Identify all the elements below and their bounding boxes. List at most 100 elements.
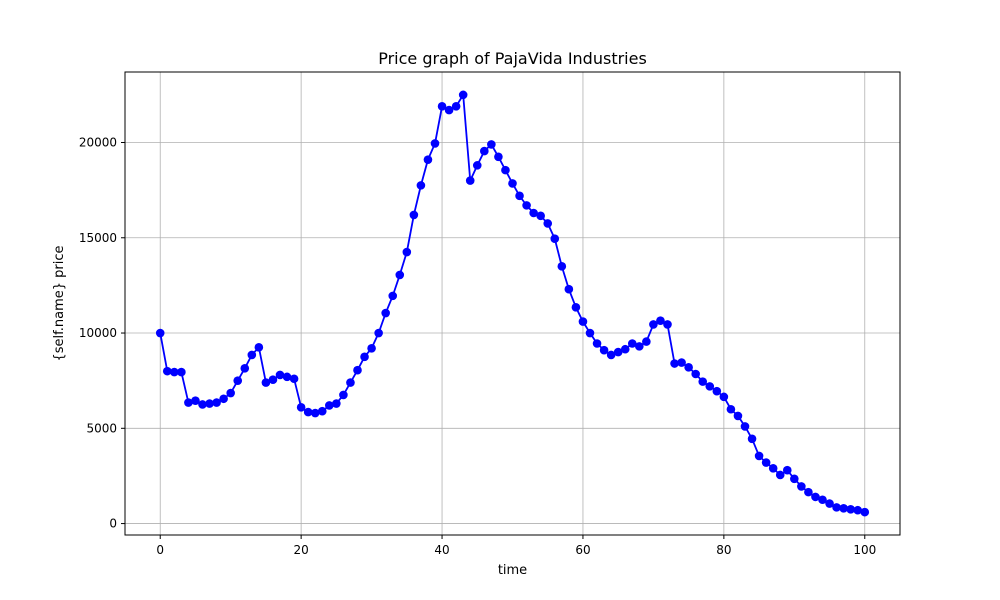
data-point bbox=[339, 390, 348, 400]
data-point bbox=[451, 102, 461, 111]
data-point bbox=[740, 422, 750, 431]
grid-lines bbox=[125, 72, 900, 535]
data-point bbox=[317, 406, 327, 416]
y-tick-label: 0 bbox=[109, 517, 117, 531]
data-point bbox=[684, 363, 693, 372]
data-point bbox=[853, 505, 863, 515]
data-point bbox=[839, 504, 848, 513]
data-point bbox=[247, 350, 257, 360]
data-point bbox=[268, 375, 278, 385]
data-point bbox=[670, 359, 679, 368]
data-point bbox=[543, 219, 553, 228]
chart-title: Price graph of PajaVida Industries bbox=[378, 49, 647, 68]
data-point bbox=[529, 208, 538, 218]
y-axis-label: {self.name} price bbox=[52, 245, 67, 361]
data-point bbox=[325, 401, 334, 410]
data-point bbox=[296, 403, 306, 412]
data-point bbox=[733, 411, 743, 421]
data-point bbox=[240, 363, 250, 373]
data-point bbox=[705, 382, 715, 391]
data-point bbox=[472, 161, 482, 170]
data-point bbox=[423, 155, 433, 164]
data-point bbox=[642, 337, 651, 346]
data-point bbox=[698, 377, 708, 386]
data-point bbox=[487, 140, 496, 149]
data-point bbox=[233, 376, 243, 385]
data-point bbox=[677, 358, 686, 367]
data-point bbox=[663, 320, 672, 329]
data-point bbox=[388, 291, 398, 301]
data-point bbox=[797, 482, 806, 491]
data-point bbox=[719, 392, 729, 402]
series-line bbox=[159, 93, 866, 514]
x-tick-label: 100 bbox=[853, 543, 876, 557]
data-point bbox=[585, 328, 595, 338]
y-tick-label: 5000 bbox=[86, 421, 117, 435]
data-point bbox=[360, 352, 369, 362]
data-point bbox=[761, 458, 771, 467]
data-point bbox=[162, 366, 172, 376]
data-point bbox=[515, 191, 524, 201]
data-point bbox=[261, 378, 271, 387]
data-point bbox=[712, 386, 722, 396]
data-point bbox=[649, 320, 658, 329]
data-point bbox=[536, 211, 545, 221]
x-tick-label: 20 bbox=[293, 543, 308, 557]
data-point bbox=[832, 503, 841, 512]
data-point bbox=[811, 492, 820, 502]
data-point bbox=[599, 345, 609, 355]
data-point bbox=[564, 284, 574, 294]
data-point bbox=[494, 152, 503, 162]
data-point bbox=[374, 328, 383, 338]
data-point bbox=[170, 367, 179, 377]
x-tick-label: 0 bbox=[156, 543, 164, 557]
data-point bbox=[282, 372, 292, 382]
data-point bbox=[775, 470, 785, 480]
data-point bbox=[578, 317, 588, 326]
x-axis-ticks: 0 20 40 60 80 100 bbox=[156, 535, 876, 557]
data-point bbox=[275, 370, 285, 380]
data-point bbox=[310, 408, 320, 418]
data-point bbox=[691, 369, 700, 379]
data-point bbox=[846, 504, 855, 514]
data-point bbox=[226, 388, 235, 398]
y-tick-label: 10000 bbox=[79, 326, 117, 340]
data-point bbox=[656, 316, 665, 325]
data-point bbox=[747, 434, 757, 444]
data-point bbox=[860, 507, 870, 517]
data-point bbox=[191, 396, 200, 405]
data-point bbox=[465, 176, 475, 185]
data-point bbox=[289, 374, 299, 384]
data-point bbox=[198, 400, 207, 409]
y-tick-label: 15000 bbox=[79, 231, 117, 245]
data-point bbox=[635, 342, 644, 351]
data-point bbox=[557, 262, 567, 271]
data-point bbox=[818, 495, 827, 505]
x-tick-label: 80 bbox=[716, 543, 731, 557]
data-point bbox=[754, 451, 764, 461]
data-point bbox=[508, 179, 517, 188]
x-tick-label: 40 bbox=[434, 543, 449, 557]
data-point bbox=[155, 328, 165, 338]
data-point bbox=[177, 367, 186, 377]
data-point bbox=[381, 308, 390, 318]
data-point bbox=[303, 407, 313, 417]
data-point bbox=[726, 404, 736, 414]
data-point bbox=[395, 270, 405, 280]
y-axis-ticks: 0 5000 10000 15000 20000 bbox=[79, 135, 125, 531]
data-point bbox=[346, 378, 355, 387]
data-point bbox=[430, 139, 440, 148]
data-point bbox=[437, 102, 447, 111]
data-point bbox=[627, 339, 637, 348]
data-point bbox=[501, 165, 510, 175]
data-point bbox=[768, 464, 778, 473]
plot-frame bbox=[124, 71, 901, 536]
series-line-layer bbox=[155, 90, 870, 517]
x-axis-label: time bbox=[498, 563, 527, 578]
data-point bbox=[353, 365, 362, 375]
data-point bbox=[782, 465, 792, 475]
data-point bbox=[804, 487, 813, 497]
data-point bbox=[184, 398, 193, 407]
